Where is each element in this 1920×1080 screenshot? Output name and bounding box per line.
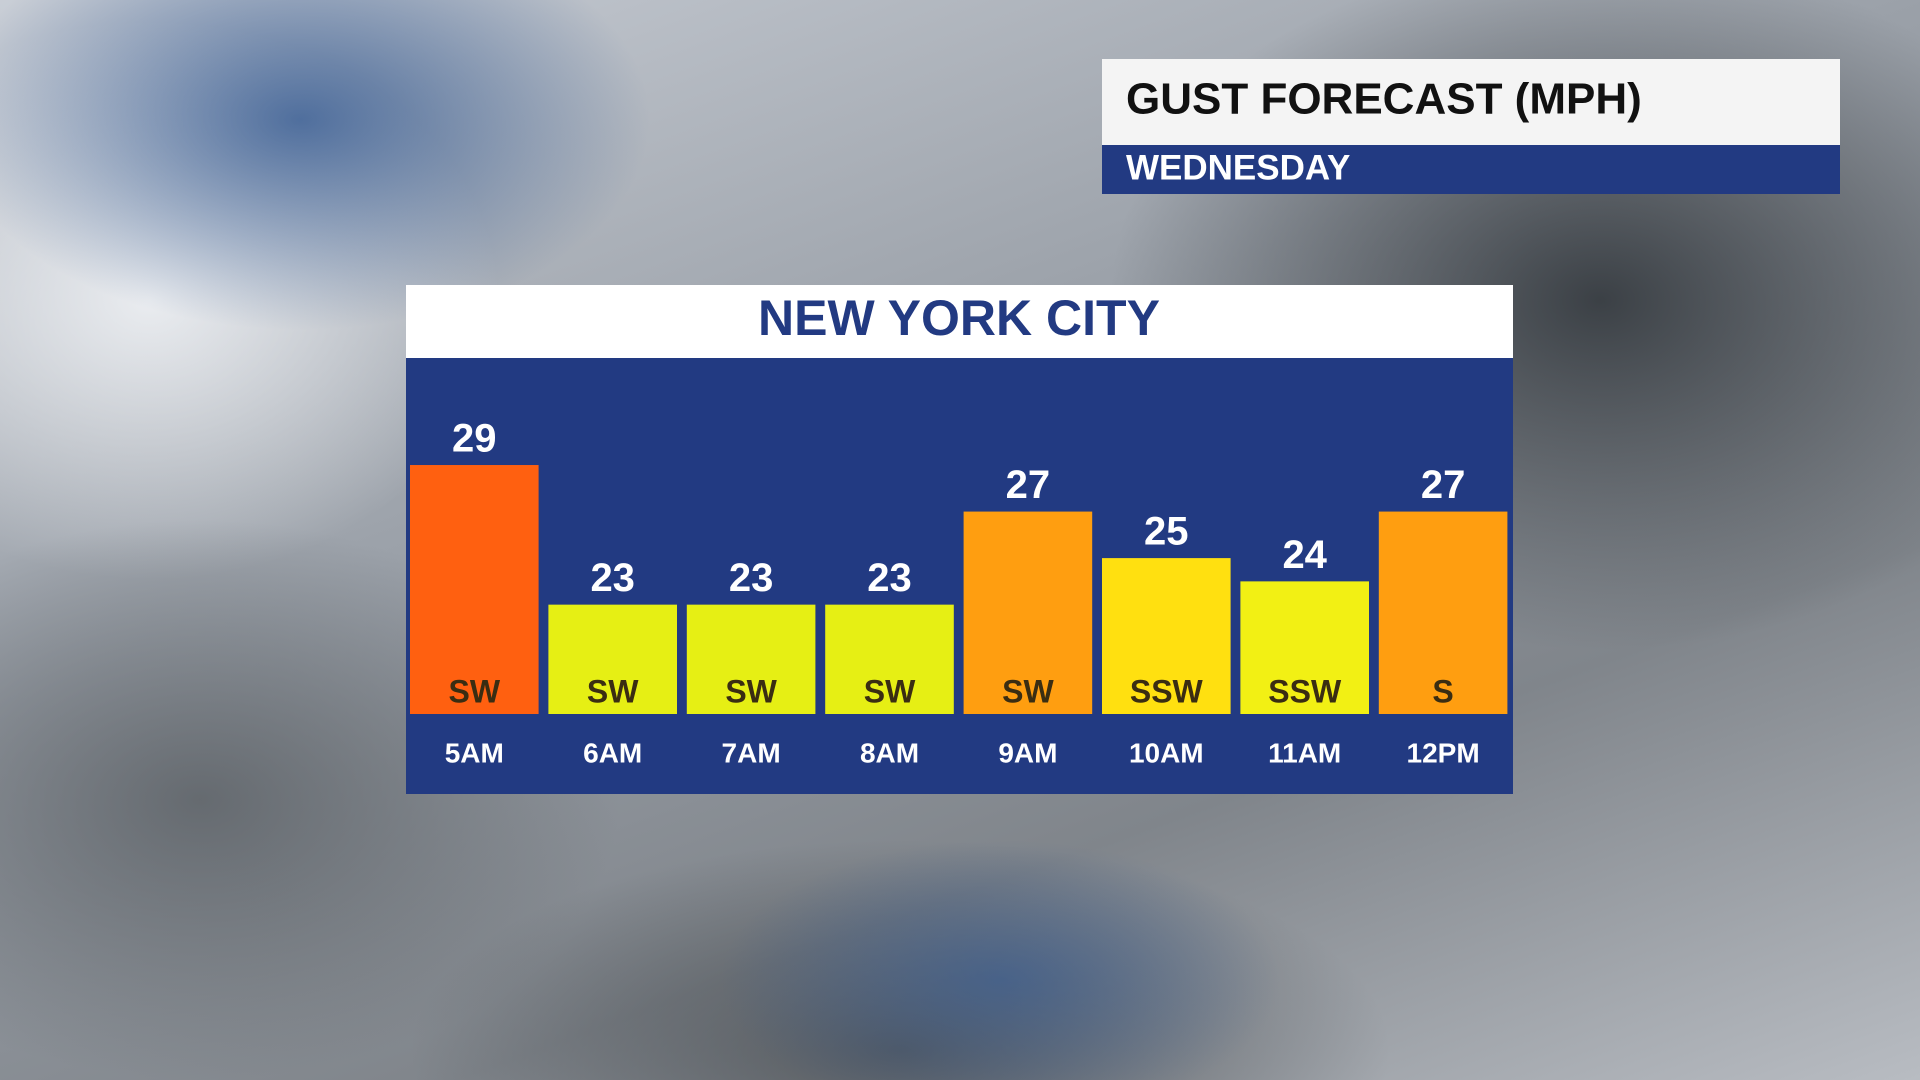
header-title: GUST FORECAST (MPH) [1126,75,1642,124]
direction-label: S [1432,673,1453,709]
x-tick-label: 12PM [1407,737,1480,768]
bar [686,604,816,714]
value-label: 25 [1144,510,1189,554]
value-label: 29 [452,417,497,461]
value-label: 23 [729,556,774,600]
value-label: 23 [867,556,912,600]
direction-label: SW [1002,673,1054,709]
bar [548,604,677,714]
bar [1102,558,1231,714]
header-subtitle: WEDNESDAY [1126,148,1350,187]
value-label: 27 [1421,463,1466,507]
bar [825,604,954,714]
value-label: 27 [1006,463,1051,507]
x-tick-label: 8AM [860,737,919,768]
x-tick-label: 9AM [998,737,1057,768]
value-label: 24 [1282,533,1327,577]
chart-title-box [406,285,1513,358]
header-box [1102,59,1840,145]
bar [1240,581,1369,714]
x-tick-label: 10AM [1129,737,1204,768]
x-tick-label: 6AM [583,737,642,768]
bar [963,511,1093,714]
value-label: 23 [590,556,635,600]
direction-label: SW [587,673,639,709]
direction-label: SSW [1130,673,1204,709]
x-tick-label: 11AM [1268,737,1341,768]
x-tick-label: 5AM [445,737,504,768]
chart-title: NEW YORK CITY [758,290,1160,346]
direction-label: SW [449,673,501,709]
direction-label: SW [725,673,777,709]
bar [1378,511,1508,714]
direction-label: SSW [1268,673,1342,709]
direction-label: SW [864,673,916,709]
x-tick-label: 7AM [722,737,781,768]
bar [410,465,539,714]
chart-panel [406,358,1513,794]
subheader-box [1102,145,1840,194]
